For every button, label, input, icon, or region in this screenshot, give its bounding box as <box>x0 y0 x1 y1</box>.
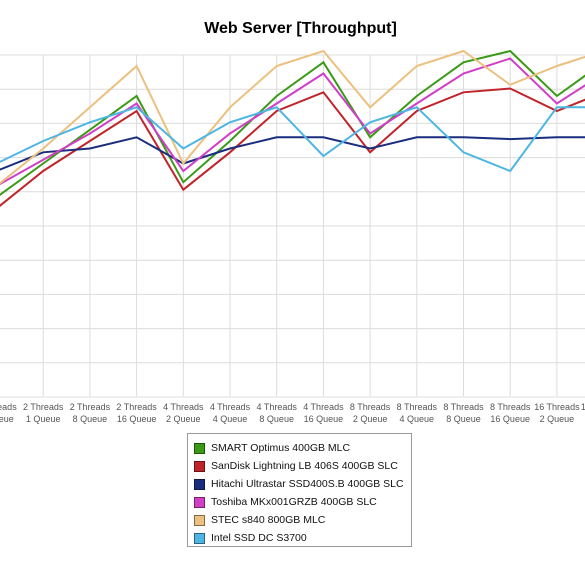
x-tick-label: 16 Threads 2 Queue <box>534 402 580 424</box>
series-line-1 <box>0 49 585 197</box>
legend-swatch <box>194 460 205 472</box>
legend-swatch <box>194 496 205 508</box>
x-tick-label: 8 Threads 16 Queue <box>490 402 531 424</box>
legend-item: SMART Optimus 400GB MLC <box>194 439 411 457</box>
series-line-3 <box>0 136 585 171</box>
x-tick-label: 4 Threads 16 Queue <box>303 402 344 424</box>
x-tick-label: 8 Threads 2 Queue <box>350 402 391 424</box>
legend-swatch <box>194 532 205 544</box>
x-tick-label: 2 Threads 16 Queue <box>116 402 157 424</box>
x-tick-label: 8 Threads 4 Queue <box>397 402 438 424</box>
legend: SMART Optimus 400GB MLC SanDisk Lightning… <box>187 433 412 547</box>
legend-label: Hitachi Ultrastar SSD400S.B 400GB SLC <box>211 478 404 490</box>
grid-lines <box>0 54 585 398</box>
x-tick-label: 8 Threads 8 Queue <box>443 402 484 424</box>
series-line-4 <box>0 57 585 186</box>
x-tick-label: 4 Threads 2 Queue <box>163 402 204 424</box>
legend-item: STEC s840 800GB MLC <box>194 511 411 529</box>
legend-swatch <box>194 478 205 490</box>
series-line-5 <box>0 49 585 185</box>
legend-label: SanDisk Lightning LB 406S 400GB SLC <box>211 460 398 472</box>
legend-swatch <box>194 514 205 526</box>
chart-title: Web Server [Throughput] <box>204 20 397 37</box>
legend-item: SanDisk Lightning LB 406S 400GB SLC <box>194 457 411 475</box>
x-tick-label: 4 Threads 8 Queue <box>257 402 298 424</box>
legend-label: Toshiba MKx001GRZB 400GB SLC <box>211 496 377 508</box>
legend-item: Toshiba MKx001GRZB 400GB SLC <box>194 493 411 511</box>
legend-label: STEC s840 800GB MLC <box>211 514 326 526</box>
legend-label: SMART Optimus 400GB MLC <box>211 442 351 454</box>
series-lines <box>0 49 585 207</box>
x-tick-label: 4 Threads 4 Queue <box>210 402 251 424</box>
series-line-6 <box>0 106 585 173</box>
legend-swatch <box>194 442 205 454</box>
legend-item: Hitachi Ultrastar SSD400S.B 400GB SLC <box>194 475 411 493</box>
legend-label: Intel SSD DC S3700 <box>211 532 307 544</box>
x-tick-label: 2 Threads 1 Queue <box>23 402 64 424</box>
series-line-2 <box>0 87 585 207</box>
x-tick-label: 2 Threads 8 Queue <box>70 402 111 424</box>
legend-item: Intel SSD DC S3700 <box>194 529 411 547</box>
